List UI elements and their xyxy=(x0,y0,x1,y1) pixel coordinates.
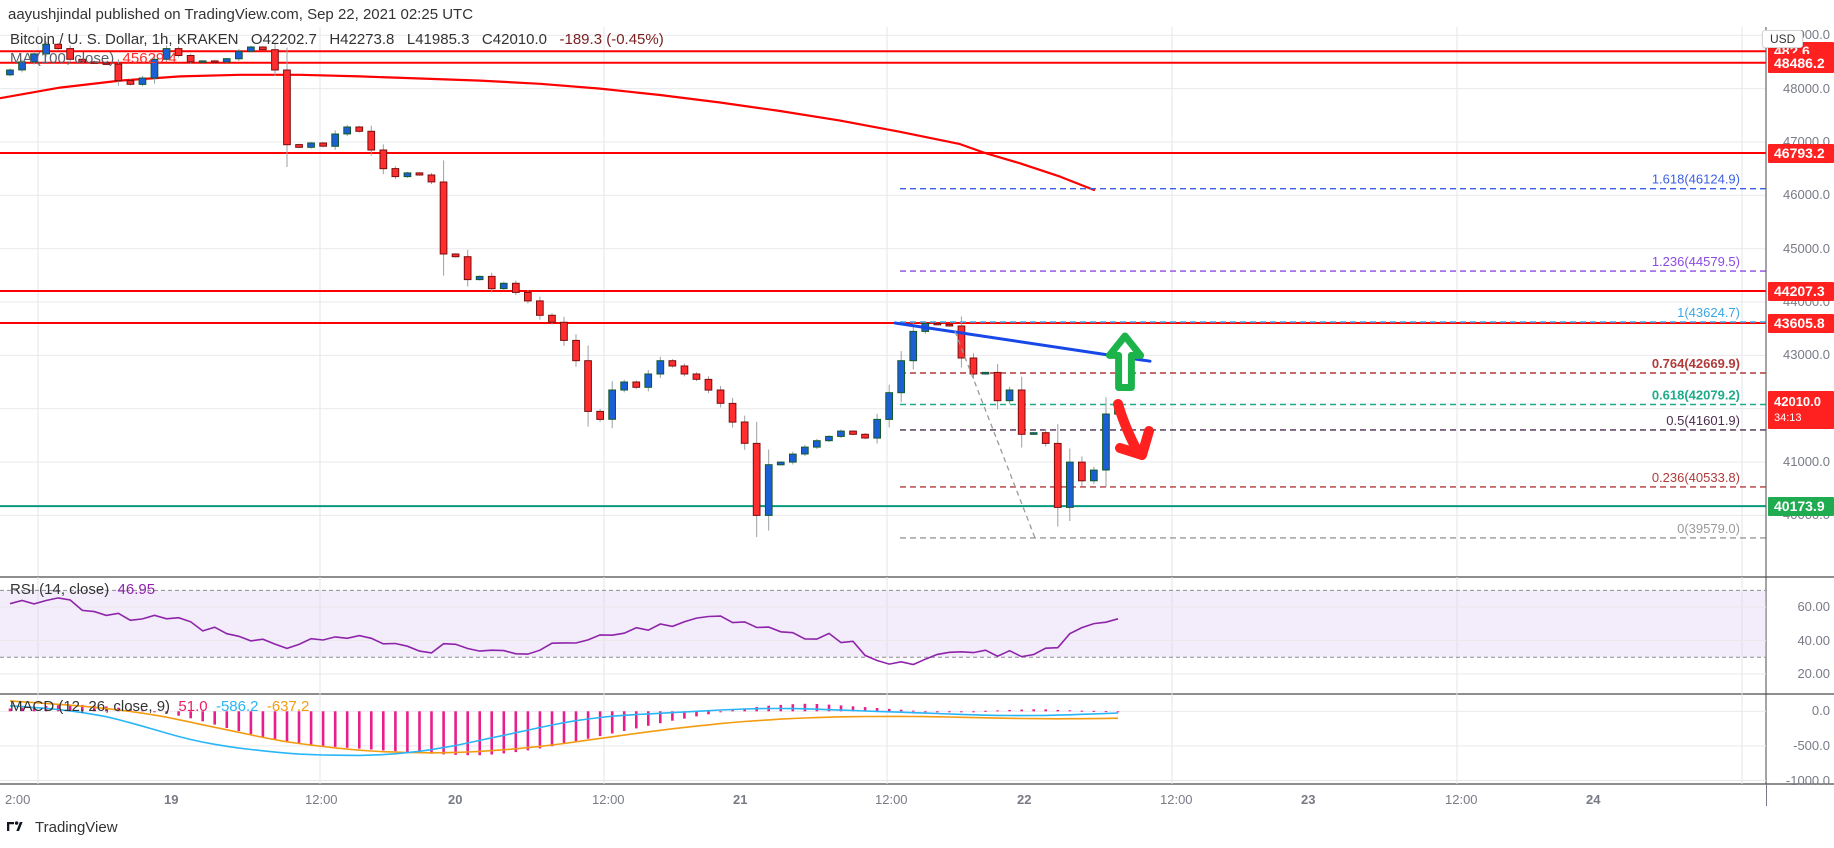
svg-text:0.764(42669.9): 0.764(42669.9) xyxy=(1652,356,1740,371)
svg-text:1.236(44579.5): 1.236(44579.5) xyxy=(1652,254,1740,269)
svg-text:1(43624.7): 1(43624.7) xyxy=(1677,305,1740,320)
svg-text:0.5(41601.9): 0.5(41601.9) xyxy=(1666,413,1740,428)
svg-text:0.618(42079.2): 0.618(42079.2) xyxy=(1652,388,1740,403)
svg-text:1.618(46124.9): 1.618(46124.9) xyxy=(1652,172,1740,187)
svg-text:0(39579.0): 0(39579.0) xyxy=(1677,521,1740,536)
svg-text:0.236(40533.8): 0.236(40533.8) xyxy=(1652,470,1740,485)
